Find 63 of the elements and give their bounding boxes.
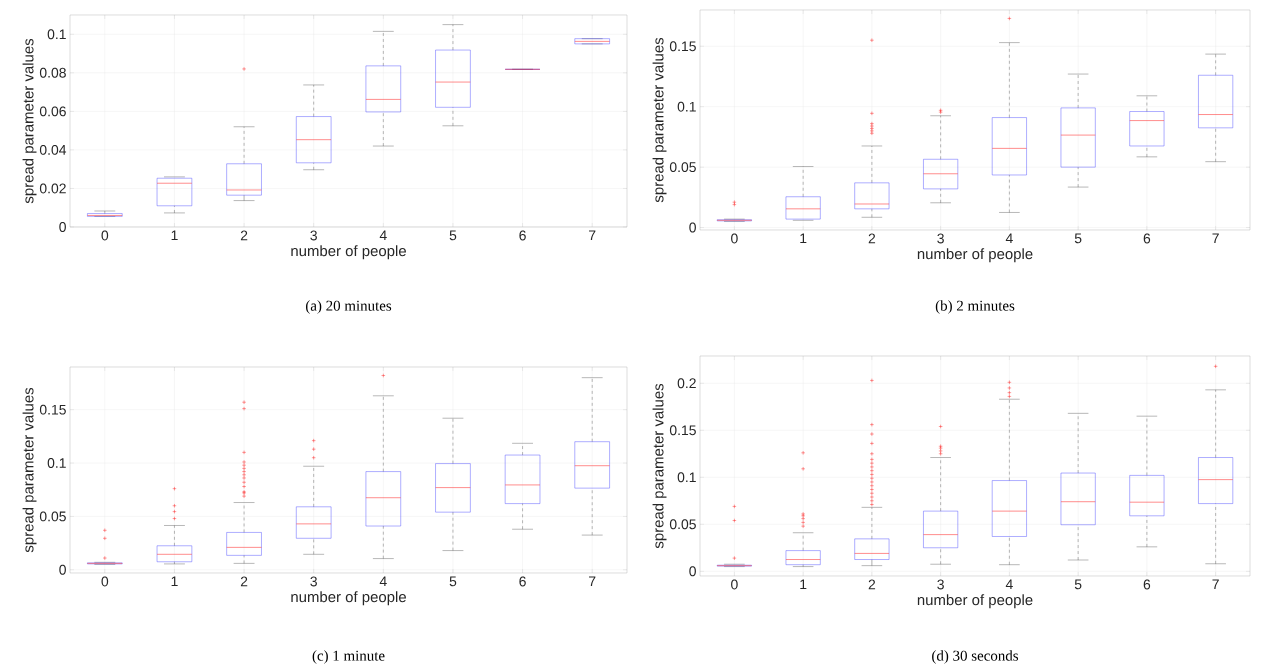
x-tick-label: 4 xyxy=(1005,579,1013,590)
x-tick-label: 0 xyxy=(731,233,738,244)
x-tick-label: 4 xyxy=(379,576,387,587)
x-tick-label: 7 xyxy=(589,230,596,241)
y-tick-label: 0 xyxy=(689,222,696,233)
text: (c) 1 minute xyxy=(312,650,385,664)
x-axis-title: number of people xyxy=(917,248,1033,263)
y-axis-title: spread parameter values xyxy=(652,383,667,549)
x-tick-label: 6 xyxy=(519,230,526,241)
x-tick-label: 3 xyxy=(937,579,944,590)
y-tick-label: 0.15 xyxy=(669,425,696,436)
x-axis-title: number of people xyxy=(291,591,406,606)
x-tick-label: 4 xyxy=(379,230,387,241)
y-tick-label: 0.06 xyxy=(39,106,66,117)
text: (a) 20 minutes xyxy=(306,300,392,314)
x-tick-label: 5 xyxy=(1074,233,1082,244)
y-tick-label: 0.1 xyxy=(677,101,696,112)
y-axis-title: spread parameter values xyxy=(22,38,37,204)
x-tick-label: 1 xyxy=(800,233,807,244)
x-tick-label: 0 xyxy=(101,576,109,587)
x-tick-label: 5 xyxy=(449,230,457,241)
y-tick-label: 0.1 xyxy=(47,458,66,468)
x-tick-label: 1 xyxy=(800,579,807,590)
x-tick-label: 3 xyxy=(310,576,317,587)
x-axis-title: number of people xyxy=(291,245,406,260)
text: (b) 2 minutes xyxy=(935,300,1015,314)
x-tick-label: 6 xyxy=(519,576,526,587)
x-tick-label: 4 xyxy=(1005,233,1013,244)
x-tick-label: 2 xyxy=(240,230,248,241)
y-tick-label: 0.05 xyxy=(39,511,66,522)
x-tick-label: 6 xyxy=(1143,233,1151,244)
y-tick-label: 0.15 xyxy=(669,41,696,52)
y-tick-label: 0.04 xyxy=(39,144,67,155)
x-tick-label: 2 xyxy=(240,576,248,587)
x-tick-label: 1 xyxy=(171,230,178,241)
x-tick-label: 5 xyxy=(449,576,457,587)
y-axis-title: spread parameter values xyxy=(22,387,37,553)
x-tick-label: 1 xyxy=(171,576,178,587)
x-tick-label: 2 xyxy=(868,233,876,244)
x-tick-label: 2 xyxy=(868,579,876,590)
y-tick-label: 0.05 xyxy=(669,519,696,530)
y-tick-label: 0.02 xyxy=(39,183,66,194)
x-tick-label: 5 xyxy=(1074,579,1082,590)
y-tick-label: 0 xyxy=(59,564,66,575)
x-tick-label: 7 xyxy=(1212,579,1219,590)
x-tick-label: 3 xyxy=(937,233,944,244)
y-tick-label: 0 xyxy=(689,566,696,577)
x-tick-label: 6 xyxy=(1143,579,1151,590)
x-tick-label: 7 xyxy=(589,576,596,587)
y-axis-title: spread parameter values xyxy=(652,37,667,203)
x-tick-label: 7 xyxy=(1212,233,1219,244)
y-tick-label: 0.05 xyxy=(669,162,696,173)
y-tick-label: 0 xyxy=(59,222,66,232)
text: (d) 30 seconds xyxy=(932,650,1019,664)
y-tick-label: 0.1 xyxy=(677,472,696,483)
x-tick-label: 0 xyxy=(731,579,738,590)
x-tick-label: 3 xyxy=(310,230,317,241)
y-tick-label: 0.08 xyxy=(39,67,66,78)
y-tick-label: 0.15 xyxy=(39,404,66,415)
x-tick-label: 0 xyxy=(101,230,109,241)
y-tick-label: 0.2 xyxy=(677,378,696,389)
x-axis-title: number of people xyxy=(917,594,1033,609)
y-tick-label: 0.1 xyxy=(47,29,66,40)
